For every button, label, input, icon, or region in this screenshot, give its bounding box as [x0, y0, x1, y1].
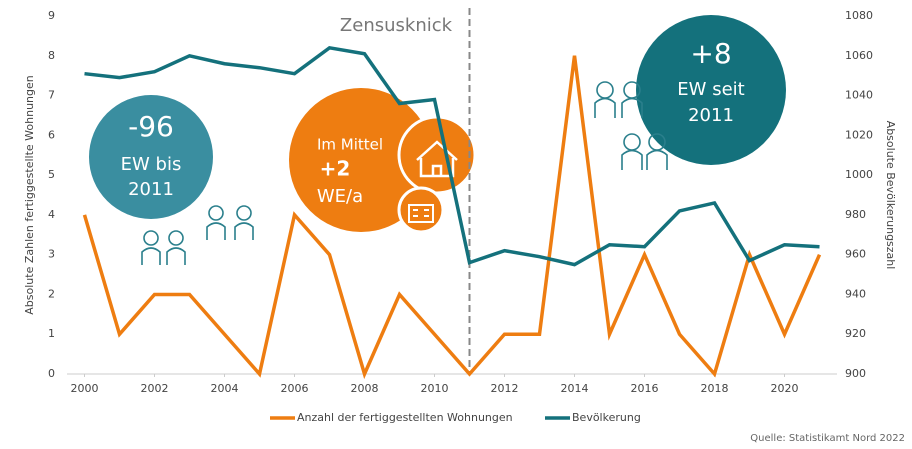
mean-unit: WE/a: [317, 186, 363, 207]
y-tick-label: 3: [48, 248, 55, 261]
y2-tick-label: 1040: [845, 89, 873, 102]
mean-text: Im Mittel: [317, 136, 383, 154]
after-year: 2011: [688, 105, 734, 126]
y2-tick-label: 1080: [845, 9, 873, 22]
y2-tick-label: 1000: [845, 168, 873, 181]
after-text: EW seit: [677, 79, 744, 100]
x-tick-label: 2002: [141, 382, 169, 395]
x-tick-label: 2010: [421, 382, 449, 395]
before-year: 2011: [128, 179, 174, 200]
y2-tick-label: 980: [845, 208, 866, 221]
y2-tick-label: 960: [845, 248, 866, 261]
before-value: -96: [128, 110, 174, 143]
x-tick-label: 2020: [771, 382, 799, 395]
y2-tick-label: 1020: [845, 128, 873, 141]
y2-tick-label: 920: [845, 327, 866, 340]
building-icon: [399, 188, 443, 232]
x-tick-label: 2008: [351, 382, 379, 395]
y-tick-label: 9: [48, 9, 55, 22]
x-tick-label: 2014: [561, 382, 589, 395]
y-tick-label: 2: [48, 287, 55, 300]
y-axis-label: Absolute Zahlen fertiggestellte Wohnunge…: [23, 75, 36, 314]
x-tick-label: 2004: [211, 382, 239, 395]
before-text: EW bis: [121, 154, 182, 175]
y-tick-label: 7: [48, 89, 55, 102]
y-tick-label: 0: [48, 367, 55, 380]
y-tick-label: 4: [48, 208, 55, 221]
mean-value: +2: [320, 157, 351, 181]
x-tick-label: 2000: [71, 382, 99, 395]
y-tick-label: 5: [48, 168, 55, 181]
y2-tick-label: 1060: [845, 49, 873, 62]
y2-tick-label: 900: [845, 367, 866, 380]
legend-label: Bevölkerung: [572, 411, 641, 424]
break-label: Zensusknick: [340, 15, 453, 36]
y-tick-label: 6: [48, 128, 55, 141]
house-icon: [399, 117, 475, 193]
source: Quelle: Statistikamt Nord 2022: [750, 433, 905, 444]
chart: Absolute Zahlen fertiggestellte Wohnunge…: [0, 0, 912, 449]
x-tick-label: 2012: [491, 382, 519, 395]
y2-axis-label: Absolute Bevölkerungszahl: [884, 121, 897, 270]
x-tick-label: 2018: [701, 382, 729, 395]
x-tick-label: 2016: [631, 382, 659, 395]
x-tick-label: 2006: [281, 382, 309, 395]
y2-tick-label: 940: [845, 287, 866, 300]
after-value: +8: [690, 37, 731, 70]
legend-label: Anzahl der fertiggestellten Wohnungen: [297, 411, 513, 424]
y-tick-label: 8: [48, 49, 55, 62]
y-tick-label: 1: [48, 327, 55, 340]
